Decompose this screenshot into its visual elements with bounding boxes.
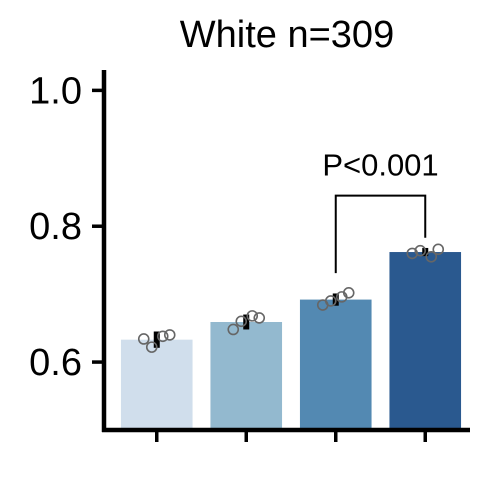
data-point xyxy=(432,243,445,256)
data-point xyxy=(156,330,169,343)
data-point xyxy=(163,329,176,341)
y-tick-label: 0.6 xyxy=(29,342,82,384)
data-point xyxy=(137,333,150,345)
bar-1 xyxy=(120,339,193,430)
data-point xyxy=(324,295,337,307)
bar-2 xyxy=(210,322,283,430)
bar-4 xyxy=(389,252,462,430)
significance-label: P<0.001 xyxy=(322,148,438,183)
data-point xyxy=(235,315,248,328)
data-point xyxy=(253,312,266,324)
chart-title: White n=309 xyxy=(180,14,394,56)
data-point xyxy=(227,323,240,336)
data-point xyxy=(406,247,419,260)
bar-3 xyxy=(299,299,372,430)
data-point xyxy=(414,244,427,257)
data-point xyxy=(425,250,438,263)
data-point xyxy=(246,310,259,322)
data-point xyxy=(145,341,158,353)
significance-bracket xyxy=(334,194,427,274)
data-point xyxy=(342,286,355,299)
y-tick-label: 0.8 xyxy=(29,206,82,248)
y-tick-label: 1.0 xyxy=(29,70,82,112)
